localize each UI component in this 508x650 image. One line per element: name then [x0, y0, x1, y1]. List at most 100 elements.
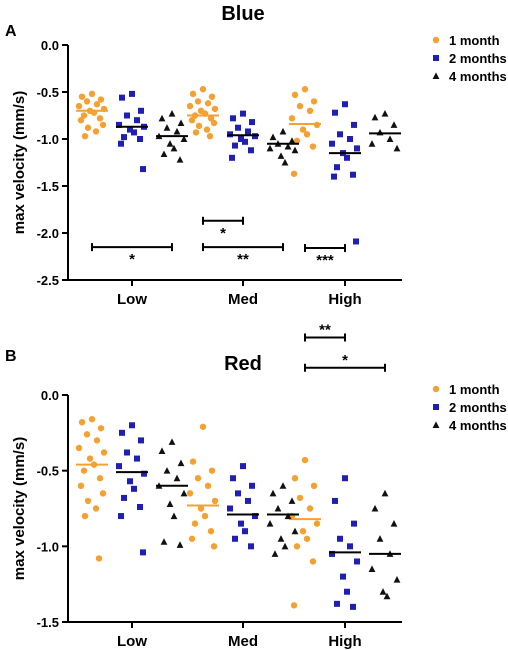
data-point — [238, 520, 244, 527]
data-point — [129, 422, 135, 429]
data-point — [166, 140, 174, 147]
data-point — [248, 543, 254, 550]
panel-a: A Blue max velocity (mm/s) 0.0 -0.5 -1.0 -1.5 -… — [5, 3, 507, 308]
data-point — [269, 133, 277, 141]
data-point — [137, 503, 143, 510]
data-point — [138, 107, 144, 114]
significance-label: * — [342, 352, 348, 369]
data-point — [351, 520, 357, 527]
data-point — [291, 146, 299, 154]
data-point — [93, 437, 101, 444]
legend-marker — [432, 36, 440, 44]
data-point — [99, 121, 107, 129]
data-point — [230, 475, 236, 482]
y-axis-label: max velocity (mm/s) — [11, 437, 28, 580]
data-point — [340, 573, 346, 580]
data-point — [163, 124, 171, 131]
data-point — [386, 135, 394, 142]
y-tick-label: 0.0 — [41, 388, 59, 403]
data-point — [116, 121, 122, 128]
chart-title: Red — [224, 353, 262, 375]
data-point — [381, 110, 389, 117]
data-point — [131, 129, 137, 136]
data-point — [121, 494, 127, 501]
data-point — [127, 478, 133, 485]
data-point — [299, 528, 307, 535]
data-point — [249, 119, 255, 126]
data-point — [137, 136, 143, 142]
data-point — [96, 115, 104, 122]
chart-title: Blue — [221, 3, 264, 25]
data-point — [240, 463, 246, 470]
data-point — [88, 90, 96, 98]
x-tick-label: Med — [228, 633, 258, 650]
data-point — [354, 145, 360, 152]
y-tick-label: -2.5 — [37, 273, 59, 288]
data-point — [124, 449, 130, 456]
data-point — [351, 121, 357, 128]
data-point — [313, 520, 321, 527]
data-point — [376, 535, 384, 542]
data-point — [368, 565, 376, 573]
data-point — [188, 535, 196, 542]
data-point — [309, 143, 317, 150]
data-point — [77, 117, 85, 124]
data-point — [176, 541, 184, 548]
data-point — [290, 602, 298, 609]
data-point — [84, 124, 92, 131]
data-point — [379, 588, 387, 595]
x-tick-label: Low — [117, 291, 147, 308]
x-tick-label: High — [328, 291, 361, 308]
data-point — [194, 475, 202, 482]
data-point — [329, 140, 335, 147]
data-point — [274, 504, 282, 512]
data-point — [310, 98, 318, 105]
data-point — [279, 482, 287, 489]
data-point — [86, 455, 94, 462]
data-point — [281, 542, 289, 550]
data-point — [134, 117, 140, 124]
data-point — [189, 90, 197, 98]
data-point — [192, 129, 200, 136]
data-point — [140, 166, 146, 173]
data-point — [252, 513, 258, 520]
data-point — [186, 490, 194, 497]
data-point — [95, 555, 103, 562]
data-point — [296, 102, 304, 110]
data-point — [291, 527, 299, 535]
data-point — [118, 140, 124, 147]
data-point — [381, 489, 389, 497]
data-point — [271, 550, 279, 557]
data-point — [177, 459, 185, 467]
data-point — [199, 423, 207, 430]
data-point — [245, 128, 251, 135]
panel-b: B Red max velocity (mm/s) 0.0 -0.5 -1.0 -1.5 Lo… — [5, 321, 507, 650]
data-point — [337, 535, 343, 542]
data-point — [301, 456, 309, 464]
data-point — [199, 85, 207, 93]
data-point — [207, 115, 215, 122]
data-point — [78, 419, 86, 426]
data-point — [353, 238, 359, 245]
data-point — [80, 467, 88, 474]
data-point — [296, 494, 304, 502]
data-point — [195, 122, 203, 130]
data-point — [334, 164, 340, 171]
panel-letter: A — [5, 23, 17, 40]
y-tick-label: 0.0 — [41, 38, 59, 53]
data-point — [176, 156, 184, 163]
data-point — [249, 482, 255, 489]
data-point — [99, 490, 107, 497]
data-point — [371, 504, 379, 512]
data-point — [177, 119, 185, 127]
legend-label: 2 months — [449, 400, 507, 415]
data-point — [210, 543, 218, 550]
data-point — [100, 449, 108, 456]
data-point — [342, 101, 348, 108]
data-point — [160, 538, 168, 545]
data-point — [186, 102, 194, 110]
data-point — [291, 91, 299, 99]
data-point — [390, 121, 398, 128]
data-point — [277, 152, 285, 159]
data-point — [93, 101, 101, 108]
